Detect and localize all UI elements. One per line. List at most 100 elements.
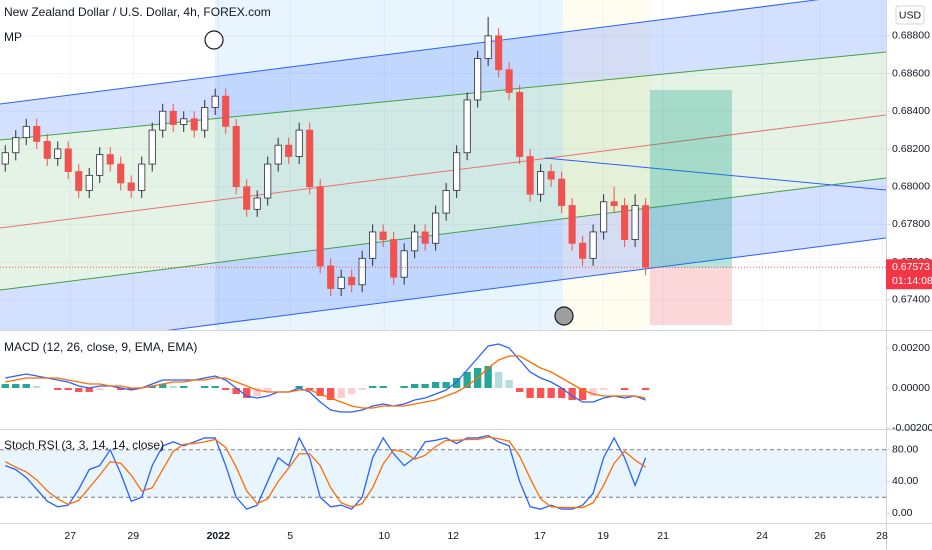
candle-body <box>337 276 345 289</box>
x-tick-label: 27 <box>64 530 76 542</box>
last-price-label: 0.67573 <box>892 261 930 273</box>
x-tick-label: 19 <box>597 530 609 542</box>
candle-body <box>316 186 324 267</box>
histogram-bar <box>568 388 576 400</box>
candle-body <box>85 174 93 191</box>
histogram-bar <box>117 388 125 390</box>
candle-body <box>631 205 639 240</box>
histogram-bar <box>484 366 492 388</box>
histogram-bar <box>599 388 608 390</box>
histogram-bar <box>536 388 545 398</box>
candle-body <box>148 129 156 165</box>
candle-body <box>54 148 62 159</box>
position-stop <box>650 268 732 325</box>
histogram-bar <box>85 388 93 392</box>
candle-body <box>117 163 125 184</box>
histogram-bar <box>127 388 135 390</box>
histogram-bar <box>620 388 629 390</box>
candle-body <box>348 276 356 286</box>
histogram-bar <box>33 386 41 388</box>
candle-body <box>285 144 293 157</box>
histogram-bar <box>159 384 167 388</box>
candle-body <box>484 35 492 59</box>
y-tick-label: 0.68800 <box>892 30 930 42</box>
histogram-bar <box>148 386 156 388</box>
candle-body <box>432 212 440 244</box>
date-range-shade <box>215 0 563 330</box>
candle-body <box>22 125 30 139</box>
currency-box[interactable] <box>895 5 925 25</box>
histogram-bar <box>379 386 387 388</box>
pitchfork-line <box>0 0 820 105</box>
candle-body <box>201 107 209 131</box>
histogram-bar <box>400 386 408 388</box>
candle-body <box>463 99 471 154</box>
histogram-bar <box>589 388 597 396</box>
y-tick-label: 0.67800 <box>892 218 930 230</box>
histogram-bar <box>64 388 72 390</box>
candle-body <box>264 163 272 199</box>
histogram-bar <box>494 372 503 388</box>
candle-body <box>159 110 167 131</box>
last-price-box <box>886 259 932 290</box>
indicator-line <box>5 355 646 409</box>
candle-body <box>64 148 72 173</box>
pitchfork-line <box>0 177 886 291</box>
histogram-bar <box>526 388 534 398</box>
indicator-name: MP <box>4 30 22 44</box>
x-tick-label: 29 <box>127 530 139 542</box>
position-target <box>650 90 732 268</box>
histogram-bar <box>306 388 314 390</box>
candle-body <box>96 154 104 176</box>
histogram-bar <box>316 388 324 396</box>
ellipse-marker <box>554 306 574 326</box>
histogram-bar <box>337 388 345 398</box>
currency-label[interactable]: USD <box>899 9 922 21</box>
band-fill <box>0 449 886 498</box>
x-tick-label: 17 <box>534 530 546 542</box>
candle-body <box>211 95 219 108</box>
histogram-bar <box>264 388 272 392</box>
candle-body <box>589 231 597 259</box>
pitchfork-line <box>167 237 886 330</box>
histogram-bar <box>12 384 20 388</box>
candle-body <box>390 239 398 278</box>
y-tick-label: 0.68400 <box>892 105 930 117</box>
histogram-bar <box>295 386 303 388</box>
candle-body <box>547 171 555 180</box>
candle-body <box>106 154 114 165</box>
histogram-bar <box>222 388 230 390</box>
y-tick-label: 0.68600 <box>892 67 930 79</box>
candle-body <box>642 205 650 268</box>
histogram-bar <box>421 384 429 388</box>
histogram-bar <box>243 388 251 398</box>
y-tick-label: 0.00000 <box>892 382 930 394</box>
x-tick-label: 10 <box>378 530 390 542</box>
x-tick-label: 21 <box>657 530 669 542</box>
y-tick-label: 0.67400 <box>892 294 930 306</box>
candle-body <box>274 144 282 165</box>
candle-body <box>516 92 524 157</box>
candle-body <box>327 265 335 289</box>
candle-body <box>442 190 450 214</box>
indicator-line <box>4 436 646 509</box>
candle-body <box>537 171 545 195</box>
candle-body <box>621 205 629 240</box>
chart-title: New Zealand Dollar / U.S. Dollar, 4h, FO… <box>4 5 271 19</box>
pitchfork-zone <box>0 178 886 330</box>
histogram-bar <box>442 382 450 388</box>
histogram-bar <box>505 380 513 388</box>
histogram-bar <box>169 386 177 388</box>
candle-body <box>474 58 482 101</box>
candle-body <box>253 197 261 210</box>
annotations <box>204 30 574 326</box>
candle-body <box>138 163 146 191</box>
x-tick-label: 5 <box>287 530 293 542</box>
candle-body <box>526 156 534 195</box>
candle-body <box>610 201 618 206</box>
candle-body <box>306 129 314 188</box>
histogram-bar <box>211 386 219 388</box>
x-tick-label: 2022 <box>207 530 231 542</box>
candle-body <box>505 69 513 93</box>
